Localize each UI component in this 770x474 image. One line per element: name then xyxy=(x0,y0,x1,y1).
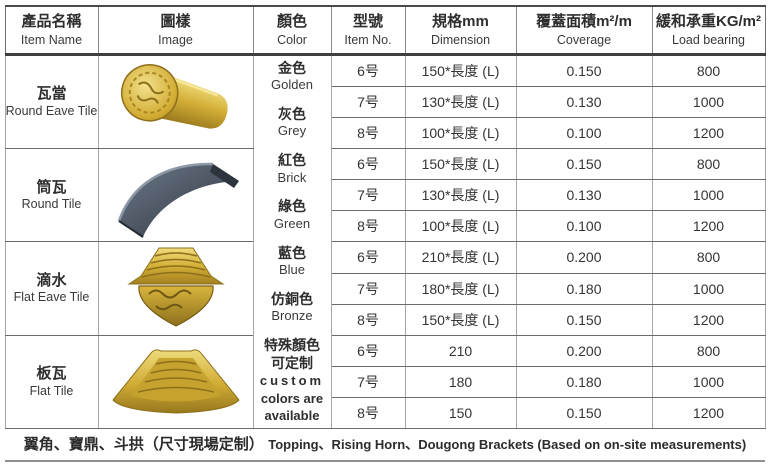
dimension-cell: 150*長度 (L) xyxy=(404,54,517,87)
load-bearing-cell: 1000 xyxy=(651,179,766,212)
load-bearing-cell: 1200 xyxy=(651,303,766,336)
color-option-bronze: 仿銅色 Bronze xyxy=(271,290,313,323)
spec-row: 8号 100*長度 (L) 0.100 1200 xyxy=(5,210,766,243)
color-option-brick: 紅色 Brick xyxy=(277,152,307,185)
product-image-cell xyxy=(97,54,254,149)
spec-row: 7号 130*長度 (L) 0.130 1000 xyxy=(5,86,766,118)
spec-table: 產品名稱 Item Name 圖樣 Image 顏色 Color 型號 Item No.… xyxy=(4,5,766,430)
load-bearing-cell: 800 xyxy=(651,241,766,274)
col-header-load-bearing: 緩和承重KG/m² Load bearing xyxy=(651,5,766,56)
coverage-cell: 0.130 xyxy=(515,86,653,118)
load-bearing-cell: 1000 xyxy=(651,366,766,398)
coverage-cell: 0.180 xyxy=(515,272,653,305)
spec-row: 7号 130*長度 (L) 0.130 1000 xyxy=(5,179,766,212)
load-bearing-cell: 1000 xyxy=(651,272,766,305)
item-no-cell: 6号 xyxy=(330,241,406,274)
load-bearing-cell: 1200 xyxy=(651,397,766,429)
coverage-cell: 0.100 xyxy=(515,210,653,243)
flat-eave-tile-image xyxy=(126,247,225,328)
coverage-cell: 0.100 xyxy=(515,117,653,149)
coverage-cell: 0.150 xyxy=(515,54,653,87)
item-no-cell: 7号 xyxy=(330,272,406,305)
coverage-cell: 0.150 xyxy=(515,303,653,336)
spec-row: 8号 150 0.150 1200 xyxy=(5,397,766,429)
spec-row: 筒瓦 Round Tile 6号 xyxy=(4,147,766,243)
spec-row: 板瓦 Flat Tile 6号 210 xyxy=(4,334,766,430)
item-no-cell: 6号 xyxy=(330,147,406,181)
col-header-coverage: 覆蓋面積m²/m Coverage xyxy=(515,5,653,56)
coverage-cell: 0.180 xyxy=(515,366,653,398)
dimension-cell: 150 xyxy=(404,397,517,429)
load-bearing-cell: 1000 xyxy=(651,86,766,118)
color-option-green: 綠色 Green xyxy=(273,198,311,231)
spec-row: 8号 100*長度 (L) 0.100 1200 xyxy=(5,117,766,149)
product-image-cell xyxy=(97,147,254,243)
load-bearing-cell: 1200 xyxy=(651,117,766,149)
color-column-cell: 金色 Golden 灰色 Grey 紅色 Brick 綠色 Green 藍色 Blue 仿… xyxy=(252,54,332,429)
item-no-cell: 7号 xyxy=(330,366,406,398)
item-no-cell: 8号 xyxy=(330,210,406,243)
item-no-cell: 7号 xyxy=(330,179,406,212)
load-bearing-cell: 1200 xyxy=(651,210,766,243)
coverage-cell: 0.200 xyxy=(515,334,653,368)
color-list: 金色 Golden 灰色 Grey 紅色 Brick 綠色 Green 藍色 Blue 仿… xyxy=(254,56,331,428)
col-header-item-name: 產品名稱 Item Name xyxy=(4,5,99,56)
flat-tile-image xyxy=(111,349,240,414)
item-no-cell: 8号 xyxy=(330,303,406,336)
footer-note-en: Topping、Rising Horn、Dougong Brackets (Ba… xyxy=(268,437,747,452)
spec-row: 7号 180 0.180 1000 xyxy=(5,366,766,398)
coverage-cell: 0.150 xyxy=(515,147,653,181)
product-image-cell xyxy=(97,334,254,430)
header-row: 產品名稱 Item Name 圖樣 Image 顏色 Color 型號 Item No.… xyxy=(4,5,766,56)
footer-note-zh: 翼角、寶鼎、斗拱（尺寸現場定制） xyxy=(23,436,264,453)
dimension-cell: 180 xyxy=(404,366,517,398)
dimension-cell: 210 xyxy=(404,334,517,368)
color-option-grey: 灰色 Grey xyxy=(277,106,307,139)
footer-note: 翼角、寶鼎、斗拱（尺寸現場定制） Topping、Rising Horn、Dou… xyxy=(5,429,765,462)
dimension-cell: 180*長度 (L) xyxy=(404,272,517,305)
color-option-golden: 金色 Golden xyxy=(271,60,313,93)
coverage-cell: 0.130 xyxy=(515,179,653,212)
item-no-cell: 6号 xyxy=(330,334,406,368)
dimension-cell: 100*長度 (L) xyxy=(404,210,517,243)
product-name-cell: 板瓦 Flat Tile xyxy=(4,334,99,430)
dimension-cell: 150*長度 (L) xyxy=(404,303,517,336)
spec-row: 滴水 Flat Eave Tile xyxy=(4,241,766,336)
col-header-dimension: 規格mm Dimension xyxy=(404,5,517,56)
load-bearing-cell: 800 xyxy=(651,334,766,368)
dimension-cell: 100*長度 (L) xyxy=(404,117,517,149)
product-name-cell: 滴水 Flat Eave Tile xyxy=(4,241,99,336)
col-header-image: 圖樣 Image xyxy=(97,5,254,56)
product-name-cell: 瓦當 Round Eave Tile xyxy=(4,54,99,149)
product-image-cell xyxy=(97,241,254,336)
load-bearing-cell: 800 xyxy=(651,147,766,181)
spec-row: 瓦當 Round Eave Tile xyxy=(4,54,766,429)
dimension-cell: 210*長度 (L) xyxy=(404,241,517,274)
dimension-cell: 130*長度 (L) xyxy=(404,86,517,118)
col-header-item-no: 型號 Item No. xyxy=(330,5,406,56)
custom-colors-note: 特殊顏色 可定制 custom colors are available xyxy=(259,336,325,424)
item-no-cell: 8号 xyxy=(330,117,406,149)
coverage-cell: 0.150 xyxy=(515,397,653,429)
spec-row: 7号 180*長度 (L) 0.180 1000 xyxy=(5,272,766,305)
item-no-cell: 8号 xyxy=(330,397,406,429)
coverage-cell: 0.200 xyxy=(515,241,653,274)
item-no-cell: 6号 xyxy=(330,54,406,87)
product-name-cell: 筒瓦 Round Tile xyxy=(4,147,99,243)
col-header-color: 顏色 Color xyxy=(252,5,332,56)
color-option-blue: 藍色 Blue xyxy=(278,244,306,277)
dimension-cell: 150*長度 (L) xyxy=(404,147,517,181)
dimension-cell: 130*長度 (L) xyxy=(404,179,517,212)
round-tile-image xyxy=(117,162,239,238)
item-no-cell: 7号 xyxy=(330,86,406,118)
round-eave-tile-image xyxy=(120,64,228,129)
load-bearing-cell: 800 xyxy=(651,54,766,87)
